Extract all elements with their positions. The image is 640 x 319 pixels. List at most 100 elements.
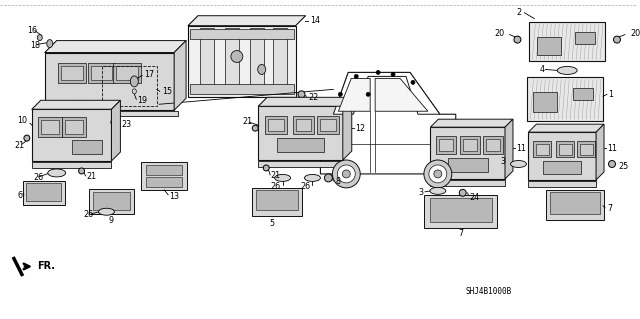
Bar [102,66,157,106]
Ellipse shape [609,160,616,167]
Polygon shape [375,78,428,111]
Bar [321,119,337,131]
Text: 16: 16 [27,26,37,35]
Polygon shape [188,16,305,26]
Bar [547,190,604,220]
Ellipse shape [131,76,138,87]
Bar [483,136,502,154]
Text: 14: 14 [310,16,321,25]
Bar [533,141,551,157]
Bar [141,162,187,190]
Bar [225,28,239,85]
Ellipse shape [339,92,342,96]
Bar [577,141,595,157]
Text: 22: 22 [308,93,319,102]
Bar [58,63,86,83]
Text: 7: 7 [607,204,612,213]
Bar [463,139,477,151]
Text: 24: 24 [470,193,480,202]
Text: 2: 2 [516,8,522,17]
Ellipse shape [47,40,52,48]
Bar [41,120,59,134]
Bar [430,198,492,222]
Bar [256,190,298,210]
Ellipse shape [48,169,66,177]
Text: 5: 5 [269,219,274,228]
Ellipse shape [111,119,118,126]
Bar [147,165,182,175]
Text: 21: 21 [243,117,252,126]
Polygon shape [430,119,513,127]
Bar [65,120,83,134]
Bar [252,188,301,216]
Bar [292,116,314,134]
Bar [533,92,557,112]
Bar [250,28,264,85]
Bar [430,180,505,186]
Bar [116,66,138,80]
Ellipse shape [424,160,452,188]
Bar [188,26,296,97]
Bar [90,66,113,80]
Bar [32,162,111,168]
Bar [61,117,86,137]
Text: 11: 11 [516,144,526,152]
Bar [88,63,115,83]
Bar [273,28,287,85]
Bar [436,136,456,154]
Bar [559,144,572,154]
Polygon shape [505,119,513,179]
Ellipse shape [37,35,42,41]
Ellipse shape [305,174,321,182]
Text: 26: 26 [300,182,310,191]
Text: 17: 17 [144,70,154,79]
Bar [486,139,500,151]
Text: 6: 6 [18,191,23,200]
Bar [88,189,134,214]
Bar [424,195,497,228]
Ellipse shape [263,165,269,171]
Bar [268,119,284,131]
Text: 23: 23 [122,120,132,129]
Bar [430,127,505,179]
Bar [265,116,287,134]
Polygon shape [174,41,186,110]
Ellipse shape [79,168,84,174]
Bar [23,181,65,205]
Bar [317,116,339,134]
Bar [538,37,561,55]
Ellipse shape [24,135,30,141]
Bar [32,109,111,161]
Text: 20: 20 [630,29,640,38]
Bar [113,63,141,83]
Bar [536,144,548,154]
Polygon shape [333,72,440,114]
Bar [93,192,131,210]
Ellipse shape [332,160,360,188]
Text: 21: 21 [86,172,97,182]
Bar [460,136,479,154]
Polygon shape [596,124,604,180]
Ellipse shape [511,160,527,167]
Text: 4: 4 [540,65,545,74]
Ellipse shape [557,66,577,74]
Text: 13: 13 [169,192,179,201]
Bar [26,183,61,201]
Polygon shape [343,97,352,160]
Ellipse shape [337,165,355,183]
Text: 9: 9 [109,216,114,225]
Ellipse shape [430,187,446,194]
Bar [529,22,605,62]
Bar [575,32,595,44]
Bar [529,181,596,187]
Ellipse shape [460,189,466,196]
Bar [38,117,61,137]
Ellipse shape [434,170,442,178]
Ellipse shape [258,64,266,74]
Bar [439,139,452,151]
Text: 11: 11 [607,144,617,152]
Text: 3: 3 [418,188,423,197]
Ellipse shape [275,174,291,182]
Polygon shape [258,97,352,106]
Text: 10: 10 [17,116,27,125]
